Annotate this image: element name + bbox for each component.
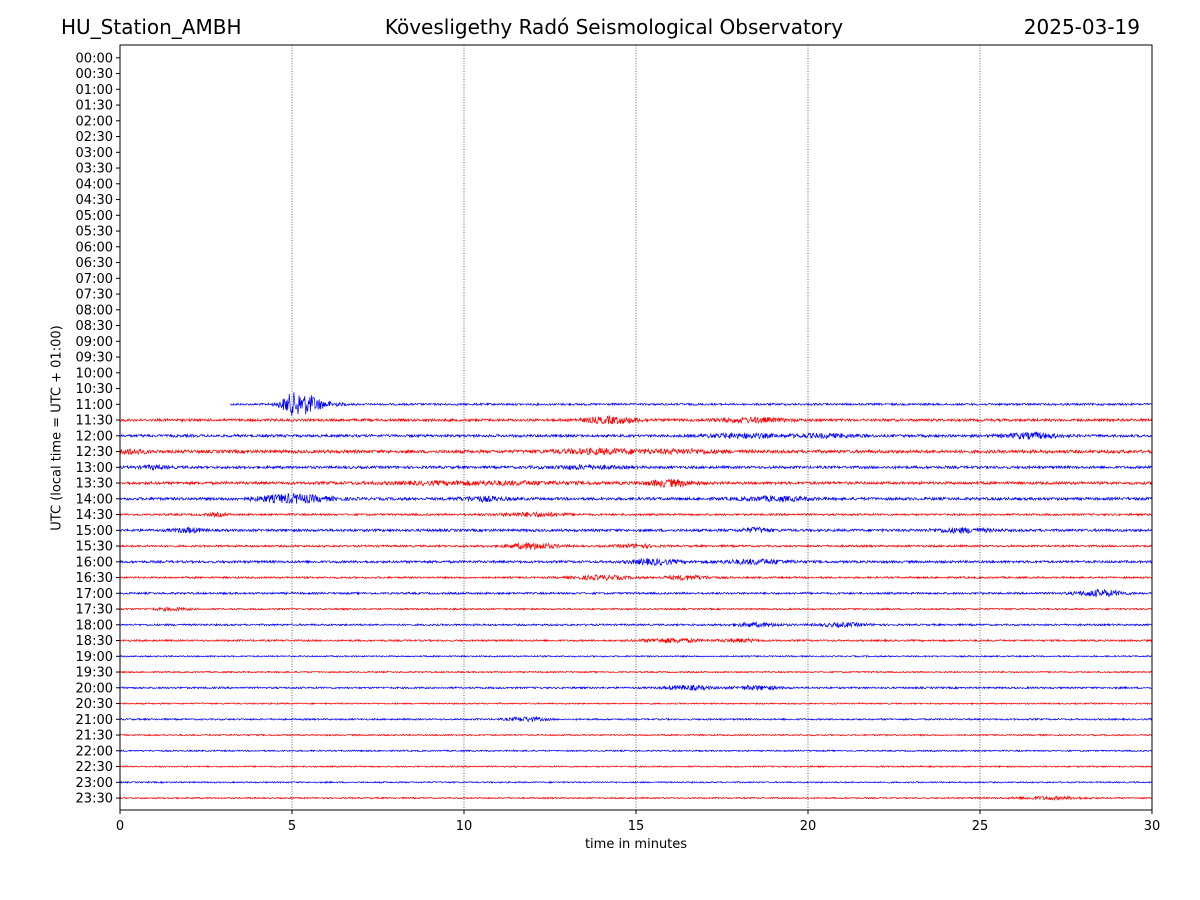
y-tick-label: 08:30 xyxy=(76,319,113,334)
y-tick-label: 22:30 xyxy=(76,760,113,775)
trace-1100 xyxy=(230,392,1153,416)
x-axis-label: time in minutes xyxy=(584,837,688,852)
trace-1130 xyxy=(119,414,1153,425)
y-tick-label: 06:00 xyxy=(76,240,113,255)
y-tick-label: 13:00 xyxy=(76,461,113,476)
y-tick-label: 23:00 xyxy=(76,776,113,791)
y-tick-label: 08:00 xyxy=(76,303,113,318)
y-tick-label: 09:00 xyxy=(76,335,113,350)
y-tick-label: 04:30 xyxy=(76,193,113,208)
traces xyxy=(119,392,1153,802)
y-axis: 00:0000:3001:0001:3002:0002:3003:0003:30… xyxy=(76,51,120,807)
trace-2230 xyxy=(119,764,1153,769)
y-tick-label: 23:30 xyxy=(76,792,113,807)
y-tick-label: 07:30 xyxy=(76,288,113,303)
trace-1200 xyxy=(119,431,1153,441)
y-tick-label: 02:00 xyxy=(76,114,113,129)
y-tick-label: 10:00 xyxy=(76,366,113,381)
y-tick-label: 17:00 xyxy=(76,587,113,602)
y-tick-label: 15:30 xyxy=(76,540,113,555)
trace-1230 xyxy=(119,447,1153,456)
trace-1930 xyxy=(119,670,1153,674)
y-tick-label: 00:30 xyxy=(76,67,113,82)
y-tick-label: 19:00 xyxy=(76,650,113,665)
x-tick-label: 10 xyxy=(456,819,473,834)
y-tick-label: 18:00 xyxy=(76,618,113,633)
x-tick-label: 0 xyxy=(116,819,124,834)
trace-1600 xyxy=(119,557,1153,567)
y-tick-label: 20:00 xyxy=(76,681,113,696)
y-tick-label: 13:30 xyxy=(76,477,113,492)
trace-1730 xyxy=(119,606,1153,613)
chart-date: 2025-03-19 xyxy=(1023,15,1140,39)
trace-1300 xyxy=(119,463,1153,472)
trace-2000 xyxy=(119,684,1153,692)
trace-1900 xyxy=(119,654,1153,658)
trace-2130 xyxy=(119,733,1153,737)
trace-1400 xyxy=(120,492,1153,504)
trace-1630 xyxy=(119,574,1153,582)
x-tick-label: 15 xyxy=(628,819,645,834)
x-tick-label: 20 xyxy=(800,819,817,834)
y-tick-label: 16:00 xyxy=(76,555,113,570)
x-tick-label: 5 xyxy=(288,819,296,834)
trace-1800 xyxy=(119,621,1153,629)
y-tick-label: 20:30 xyxy=(76,697,113,712)
trace-1700 xyxy=(119,588,1153,598)
trace-1330 xyxy=(119,478,1153,488)
trace-1830 xyxy=(119,637,1153,644)
y-tick-label: 18:30 xyxy=(76,634,113,649)
y-tick-label: 21:30 xyxy=(76,729,113,744)
trace-1430 xyxy=(119,511,1153,519)
y-tick-label: 11:00 xyxy=(76,398,113,413)
trace-2300 xyxy=(119,780,1153,784)
y-tick-label: 04:00 xyxy=(76,177,113,192)
y-tick-label: 09:30 xyxy=(76,351,113,366)
x-tick-label: 30 xyxy=(1144,819,1161,834)
y-tick-label: 10:30 xyxy=(76,382,113,397)
y-tick-label: 22:00 xyxy=(76,744,113,759)
trace-2200 xyxy=(119,749,1153,753)
x-tick-label: 25 xyxy=(972,819,989,834)
y-tick-label: 00:00 xyxy=(76,51,113,66)
y-tick-label: 05:30 xyxy=(76,225,113,240)
gridlines xyxy=(291,45,981,810)
y-tick-label: 14:30 xyxy=(76,508,113,523)
y-tick-label: 19:30 xyxy=(76,666,113,681)
station-name: HU_Station_AMBH xyxy=(61,15,242,39)
y-tick-label: 03:30 xyxy=(76,162,113,177)
y-tick-label: 14:00 xyxy=(76,492,113,507)
y-tick-label: 05:00 xyxy=(76,209,113,224)
y-tick-label: 01:30 xyxy=(76,99,113,114)
y-tick-label: 07:00 xyxy=(76,272,113,287)
y-tick-label: 21:00 xyxy=(76,713,113,728)
y-tick-label: 02:30 xyxy=(76,130,113,145)
y-tick-label: 06:30 xyxy=(76,256,113,271)
y-tick-label: 12:00 xyxy=(76,429,113,444)
trace-2330 xyxy=(119,795,1153,802)
chart-title: Kövesligethy Radó Seismological Observat… xyxy=(384,15,844,39)
y-tick-label: 11:30 xyxy=(76,414,113,429)
y-tick-label: 03:00 xyxy=(76,146,113,161)
x-axis: 0 5 10 15 20 25 30 xyxy=(116,810,1160,834)
y-tick-label: 17:30 xyxy=(76,603,113,618)
y-tick-label: 01:00 xyxy=(76,83,113,98)
trace-2100 xyxy=(119,715,1153,723)
y-tick-label: 15:00 xyxy=(76,524,113,539)
trace-2030 xyxy=(119,701,1153,706)
y-tick-label: 12:30 xyxy=(76,445,113,460)
y-axis-label: UTC (local time = UTC + 01:00) xyxy=(49,325,65,531)
y-tick-label: 16:30 xyxy=(76,571,113,586)
trace-1500 xyxy=(119,526,1153,535)
trace-1530 xyxy=(119,541,1153,550)
